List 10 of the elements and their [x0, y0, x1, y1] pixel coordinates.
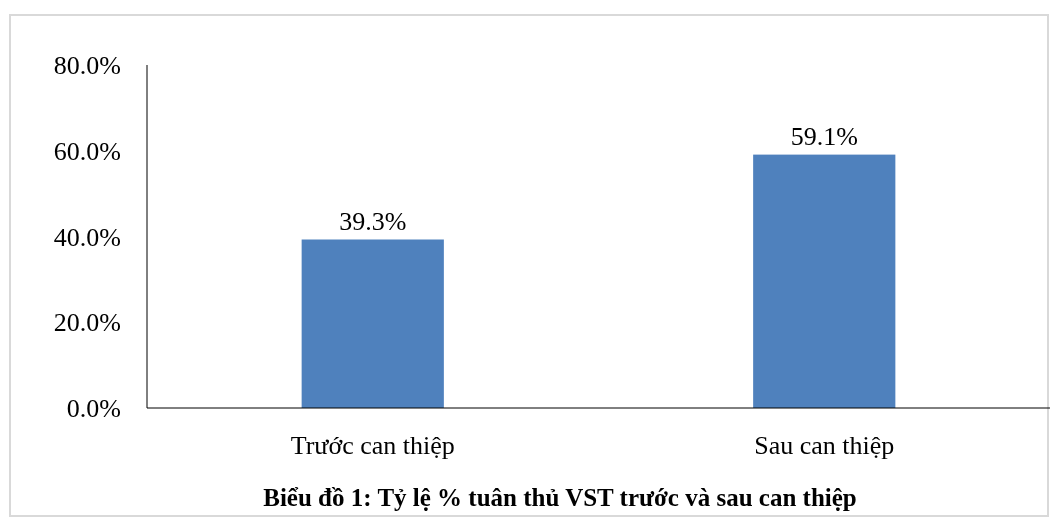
x-tick-label: Sau can thiệp [754, 431, 895, 460]
y-tick-label: 60.0% [53, 136, 121, 166]
y-tick-label: 80.0% [53, 51, 121, 81]
data-label: 39.3% [339, 206, 407, 236]
y-tick-label: 0.0% [66, 394, 121, 424]
data-label: 59.1% [790, 121, 858, 151]
x-tick-label: Trước can thiệp [290, 431, 455, 460]
y-tick-label: 40.0% [53, 222, 121, 252]
text: Biểu đồ 1: Tỷ lệ % tuân thủ VST trước và sau can thiệp [263, 484, 857, 511]
y-tick-label: 20.0% [53, 308, 121, 338]
